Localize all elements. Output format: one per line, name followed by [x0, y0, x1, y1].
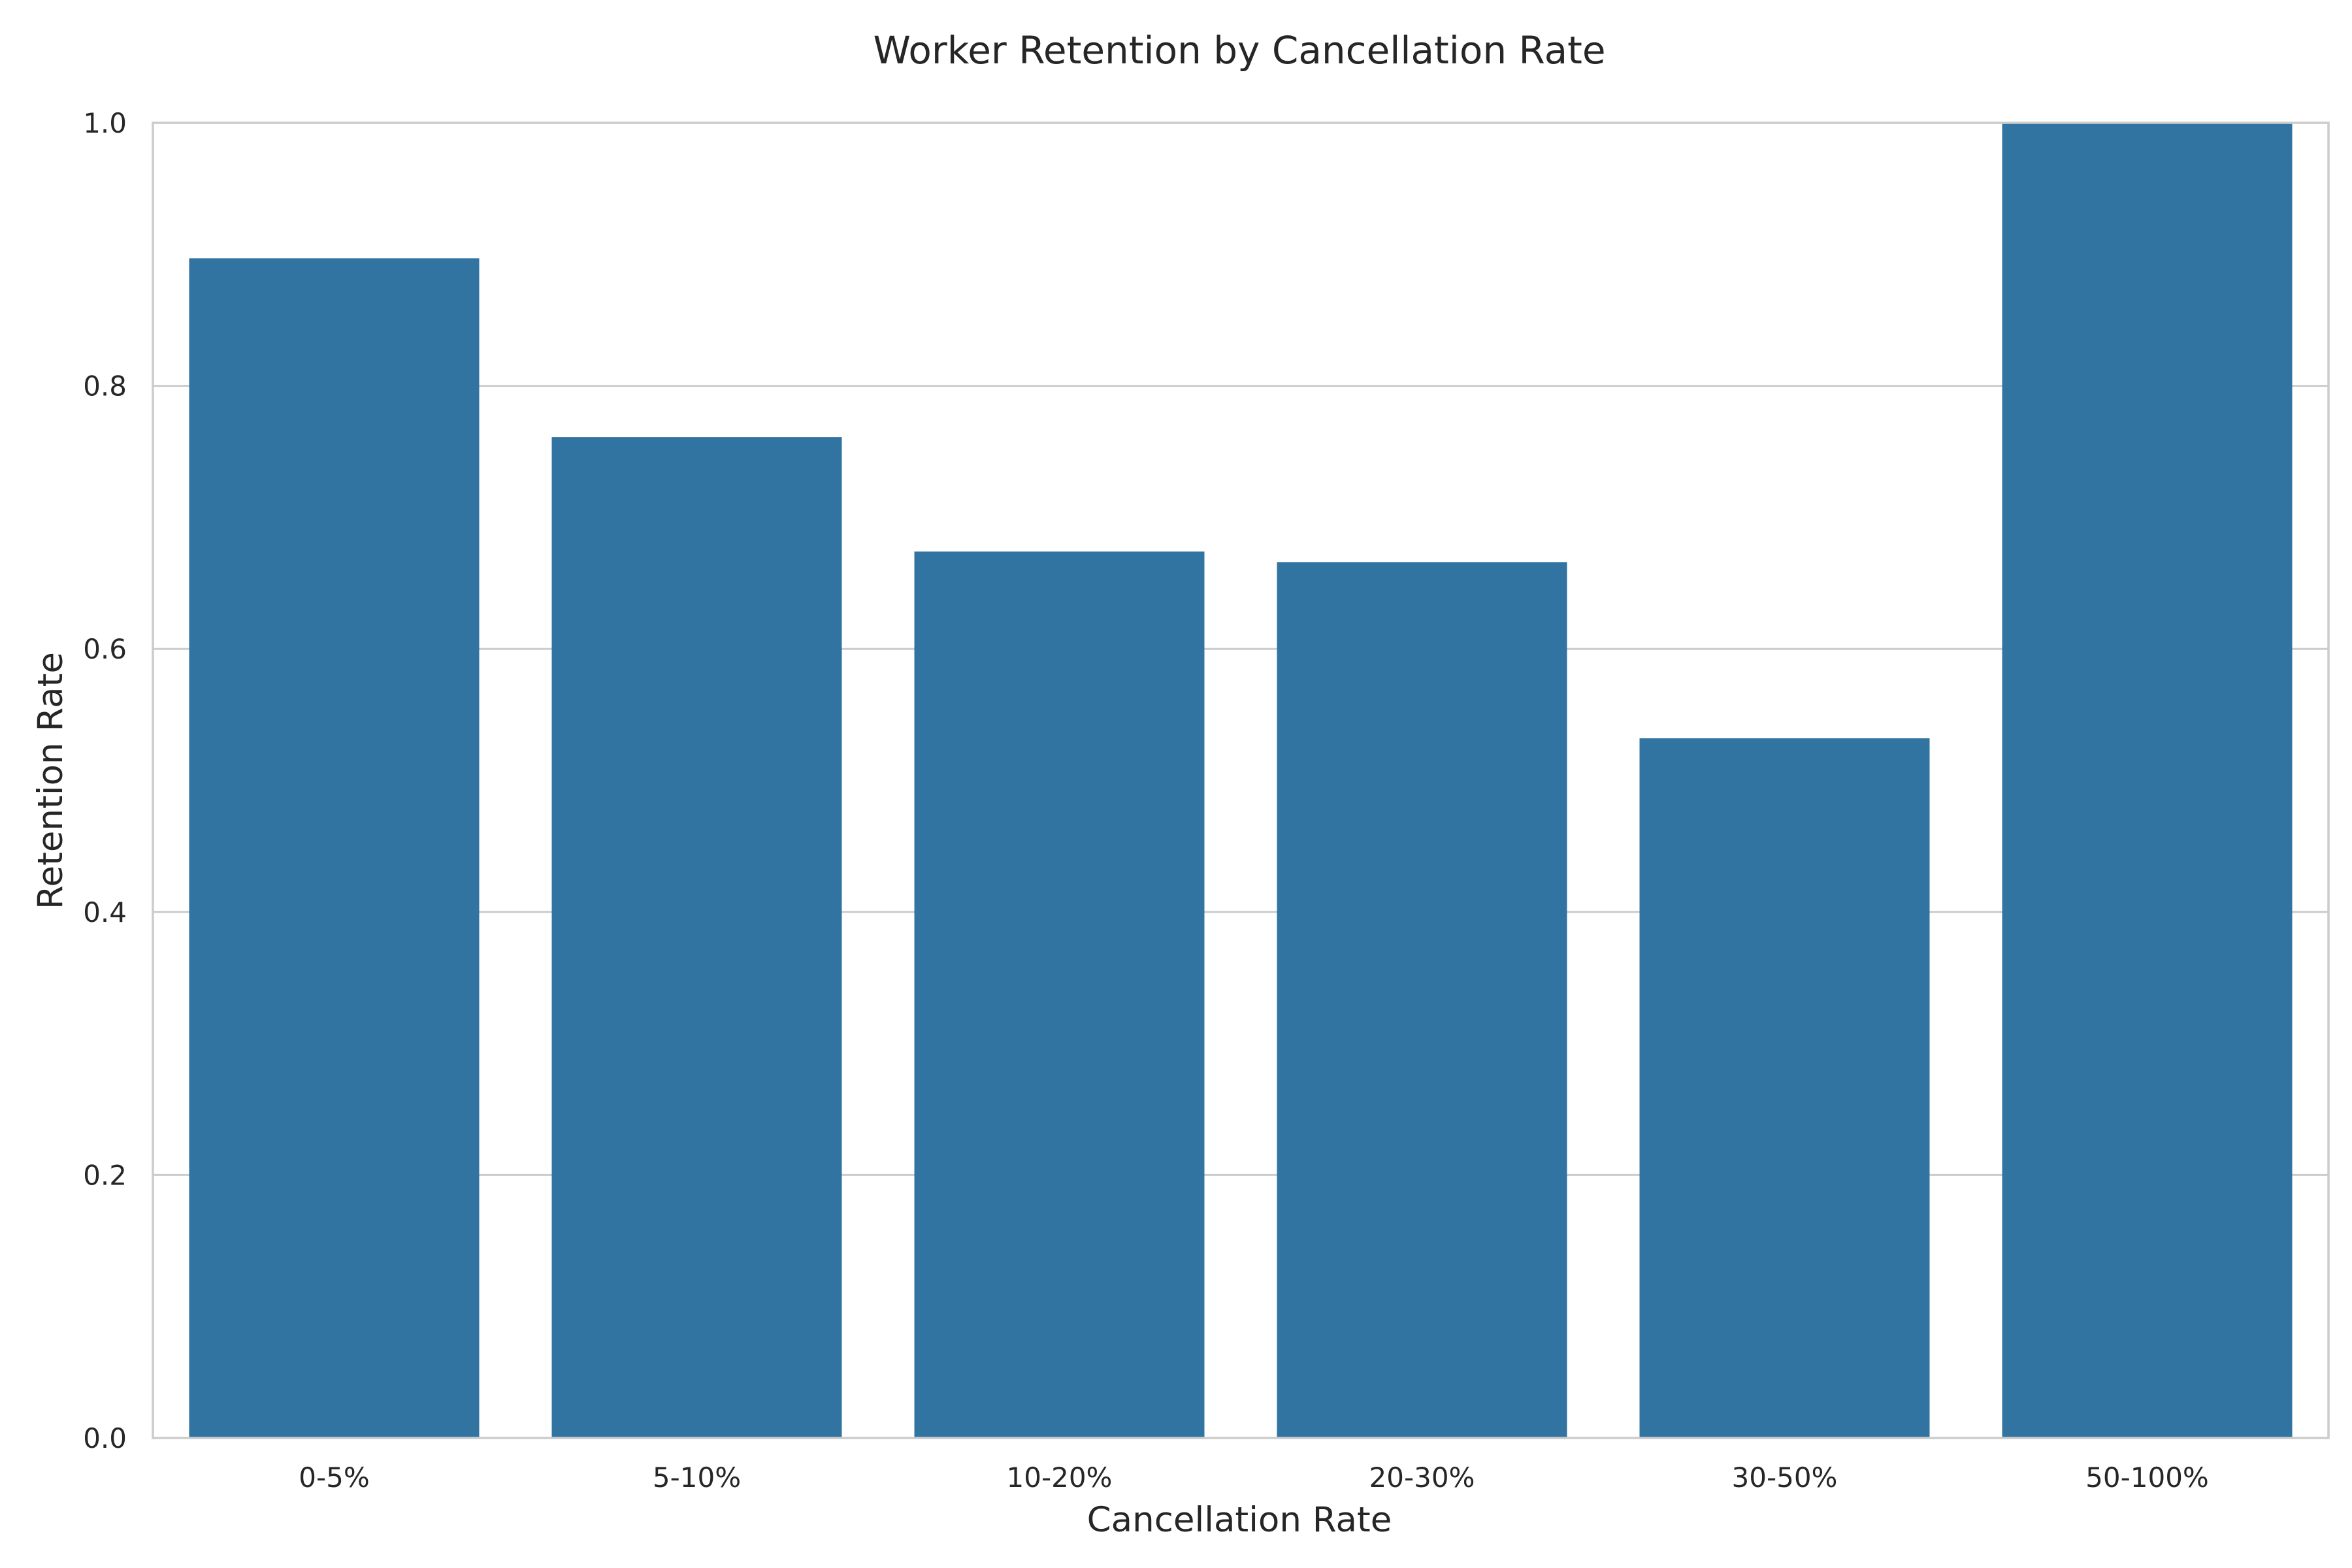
x-tick-label: 30-50%	[1732, 1462, 1838, 1494]
bar-50-100%	[2002, 123, 2293, 1438]
x-axis-label: Cancellation Rate	[1087, 1500, 1392, 1540]
bars	[189, 123, 2293, 1439]
y-tick-label: 0.4	[83, 896, 127, 928]
x-tick-label: 5-10%	[653, 1462, 741, 1494]
y-tick-label: 0.6	[83, 633, 127, 665]
x-tick-label: 50-100%	[2085, 1462, 2209, 1494]
bar-10-20%	[914, 551, 1205, 1438]
bar-30-50%	[1639, 738, 1930, 1438]
x-tick-labels: 0-5% 5-10% 10-20% 20-30% 30-50% 50-100%	[299, 1462, 2209, 1494]
y-tick-label: 0.8	[83, 370, 127, 402]
bar-20-30%	[1277, 562, 1567, 1438]
x-tick-label: 10-20%	[1007, 1462, 1113, 1494]
y-axis-label: Retention Rate	[31, 652, 71, 909]
x-tick-label: 20-30%	[1369, 1462, 1475, 1494]
y-tick-label: 1.0	[83, 107, 127, 139]
bar-5-10%	[551, 437, 842, 1439]
y-tick-label: 0.0	[83, 1422, 127, 1454]
y-tick-labels: 0.0 0.2 0.4 0.6 0.8 1.0	[83, 107, 127, 1454]
chart-title: Worker Retention by Cancellation Rate	[873, 28, 1605, 73]
y-tick-label: 0.2	[83, 1159, 127, 1191]
bar-0-5%	[189, 258, 480, 1438]
x-tick-label: 0-5%	[299, 1462, 370, 1494]
axes-frame	[152, 122, 2330, 1439]
